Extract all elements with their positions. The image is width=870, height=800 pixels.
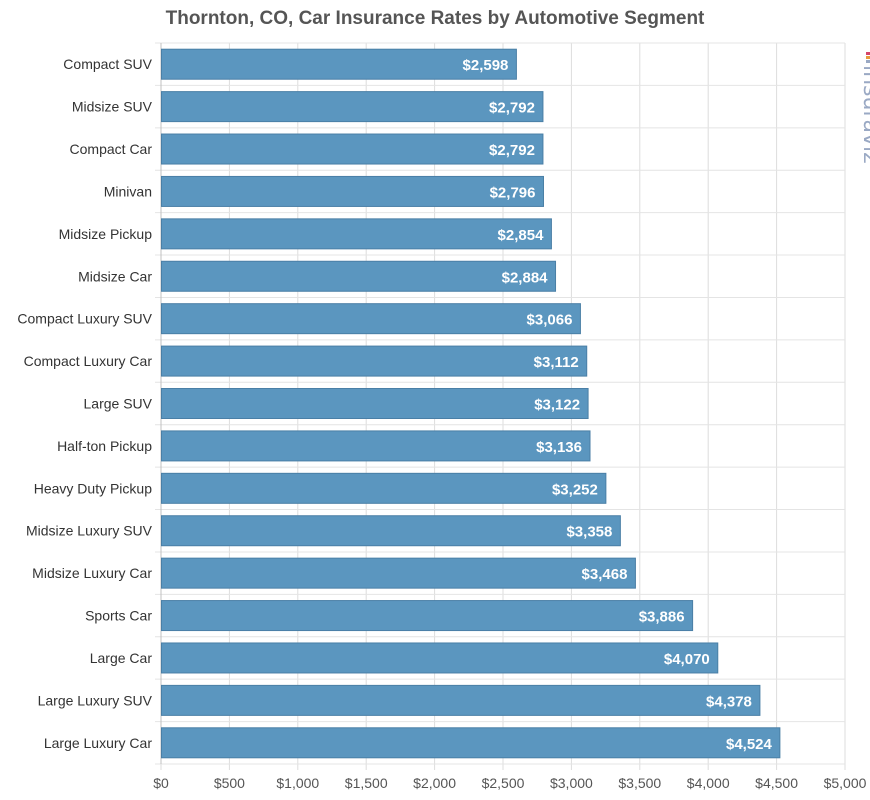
data-label: $3,252 [552,481,598,498]
category-label: Compact Luxury Car [24,353,153,369]
chart-title: Thornton, CO, Car Insurance Rates by Aut… [165,8,705,29]
data-label: $2,792 [489,100,535,117]
x-tick-label: $2,000 [413,775,456,791]
category-label: Midsize Luxury SUV [26,523,153,539]
bar [161,684,761,716]
category-label: Midsize Pickup [59,226,153,242]
x-tick-label: $2,500 [482,775,525,791]
data-label: $4,070 [664,651,710,668]
category-label: Large Luxury SUV [38,692,153,708]
category-label: Minivan [104,183,152,199]
category-label: Midsize Luxury Car [32,565,152,581]
bar [161,218,552,250]
bar [161,48,517,80]
category-label: Midsize Car [78,268,152,284]
category-label: Large Car [90,650,153,666]
x-tick-label: $4,000 [687,775,730,791]
logo-bar [866,56,870,59]
data-label: $2,792 [489,142,535,159]
bar [161,515,621,547]
bar [161,303,581,335]
bar [161,345,588,377]
x-tick-label: $4,500 [755,775,798,791]
data-label: $4,378 [706,693,752,710]
data-label: $2,796 [490,184,536,201]
x-tick-label: $3,000 [550,775,593,791]
x-tick-label: $500 [214,775,245,791]
category-label: Large Luxury Car [44,735,153,751]
x-tick-label: $0 [153,775,169,791]
bar [161,642,719,674]
data-label: $4,524 [726,736,773,753]
insuraviz-logo: insuraviz [858,52,870,164]
x-tick-label: $1,000 [276,775,319,791]
bar [161,472,607,504]
data-label: $2,598 [463,57,509,74]
logo-text: insuraviz [858,65,870,164]
data-label: $2,854 [498,227,545,244]
data-label: $3,122 [534,397,580,414]
bar [161,430,591,462]
category-label: Large SUV [84,396,153,412]
x-tick-label: $5,000 [824,775,867,791]
data-label: $2,884 [502,269,549,286]
logo-bar [866,52,870,55]
data-label: $3,358 [566,524,612,541]
data-label: $3,066 [527,312,573,329]
data-label: $3,136 [536,439,582,456]
bar [161,388,589,419]
bar [161,557,636,589]
category-label: Half-ton Pickup [57,438,152,454]
bar [161,91,544,123]
bar [161,727,781,759]
category-label: Compact SUV [63,56,152,72]
data-label: $3,886 [639,609,685,626]
data-label: $3,468 [582,566,628,583]
logo-bar [866,60,870,63]
category-label: Compact Luxury SUV [17,311,152,327]
category-label: Midsize SUV [72,99,153,115]
x-tick-label: $3,500 [618,775,661,791]
bar [161,600,694,632]
bar [161,133,544,165]
category-label: Compact Car [70,141,153,157]
bar [161,175,544,207]
data-label: $3,112 [534,354,579,371]
category-label: Sports Car [85,608,152,624]
category-label: Heavy Duty Pickup [34,480,152,496]
x-tick-label: $1,500 [345,775,388,791]
bar [161,260,557,292]
